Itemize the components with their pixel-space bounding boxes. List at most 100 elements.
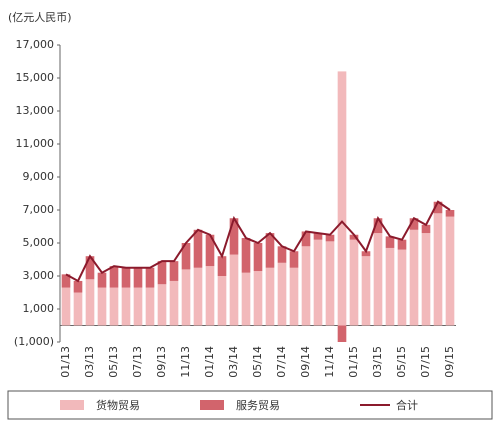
bar-segment [241, 272, 251, 326]
bar-segment [373, 218, 383, 234]
x-tick-label: 11/14 [323, 346, 336, 378]
bar-segment [109, 287, 119, 326]
y-tick-label: 5,000 [23, 236, 55, 249]
bar-segment [169, 280, 179, 326]
y-tick-label: 11,000 [16, 137, 55, 150]
bar-segment [157, 284, 167, 326]
x-tick-label: 03/14 [227, 346, 240, 378]
bar-segment [325, 234, 335, 242]
bar-segment [181, 269, 191, 326]
bar-segment [157, 261, 167, 285]
bar-segment [289, 267, 299, 326]
bar-segment [85, 279, 95, 326]
x-tick-label: 01/14 [203, 346, 216, 378]
bar-segment [349, 239, 359, 326]
bar-segment [385, 247, 395, 326]
bar-segment [421, 233, 431, 326]
x-tick-label: 01/13 [59, 346, 72, 378]
legend-label: 服务贸易 [236, 399, 280, 412]
legend-label: 货物贸易 [96, 398, 140, 412]
bar-segment [433, 213, 443, 326]
y-tick-label: 13,000 [16, 104, 55, 117]
bar-segment [181, 243, 191, 270]
bar-segment [97, 272, 107, 288]
x-tick-label: 05/15 [395, 346, 408, 378]
total-line [65, 200, 451, 283]
bar-segment [277, 262, 287, 326]
x-tick-label: 05/14 [251, 346, 264, 378]
legend-label: 合计 [396, 398, 418, 412]
bar-segment [229, 218, 239, 255]
x-tick-label: 07/13 [131, 346, 144, 378]
bar-segment [217, 256, 227, 276]
y-tick-label: 15,000 [16, 71, 55, 84]
x-tick-label: 07/14 [275, 346, 288, 378]
bar-segment [193, 267, 203, 326]
x-tick-label: 07/15 [419, 346, 432, 378]
bar-segment [61, 287, 71, 326]
bar-segment [145, 287, 155, 326]
bar-segment [73, 280, 83, 293]
bar-segment [313, 233, 323, 240]
bar-segment [145, 267, 155, 288]
bar-segment [109, 266, 119, 288]
bar-segment [61, 274, 71, 288]
bar-segment [301, 246, 311, 326]
y-tick-label: 7,000 [23, 203, 55, 216]
legend-swatch [200, 400, 224, 410]
bar-segment [325, 241, 335, 326]
bar-segment [313, 239, 323, 326]
x-tick-label: 11/13 [179, 346, 192, 378]
bar-segment [169, 261, 179, 281]
bar-segment [265, 267, 275, 326]
bar-segment [361, 251, 371, 257]
bar-segment [205, 266, 215, 326]
bar-segment [73, 292, 83, 326]
bar-segment [253, 243, 263, 272]
bar-segment [253, 271, 263, 326]
y-tick-label: 3,000 [23, 269, 55, 282]
bar-segment [97, 287, 107, 326]
bar-segment [133, 267, 143, 288]
bar-segment [121, 287, 131, 326]
bar-segment [373, 233, 383, 326]
bar-segment [361, 256, 371, 326]
unit-label: (亿元人民币) [8, 11, 72, 24]
bar-segment [337, 325, 347, 342]
legend-box [7, 390, 493, 420]
bar-segment [385, 236, 395, 248]
x-tick-label: 09/15 [443, 346, 456, 378]
bar-segment [337, 71, 347, 326]
bar-segment [301, 231, 311, 247]
bar-segment [193, 229, 203, 268]
x-tick-label: 09/14 [299, 346, 312, 378]
bar-segment [229, 254, 239, 326]
bar-segment [241, 238, 251, 273]
x-tick-label: 03/15 [371, 346, 384, 378]
x-tick-label: 09/13 [155, 346, 168, 378]
legend-swatch [60, 400, 84, 410]
y-tick-label: 17,000 [16, 38, 55, 51]
bar-segment [433, 201, 443, 214]
y-tick-label: (1,000) [14, 335, 54, 348]
bar-segment [217, 276, 227, 326]
bar-segment [85, 256, 95, 280]
bar-segment [409, 229, 419, 326]
x-tick-label: 03/13 [83, 346, 96, 378]
y-tick-label: 1,000 [23, 302, 55, 315]
x-tick-label: 01/15 [347, 346, 360, 378]
bar-segment [133, 287, 143, 326]
bar-segment [409, 218, 419, 230]
bar-segment [289, 251, 299, 268]
x-tick-label: 05/13 [107, 346, 120, 378]
bar-segment [397, 239, 407, 250]
bar-segment [421, 224, 431, 234]
bar-segment [265, 233, 275, 268]
bar-segment [121, 267, 131, 288]
bar-segment [397, 249, 407, 326]
bar-segment [445, 210, 455, 217]
bar-segment [205, 234, 215, 267]
bar-segment [277, 246, 287, 263]
bar-segment [445, 216, 455, 326]
